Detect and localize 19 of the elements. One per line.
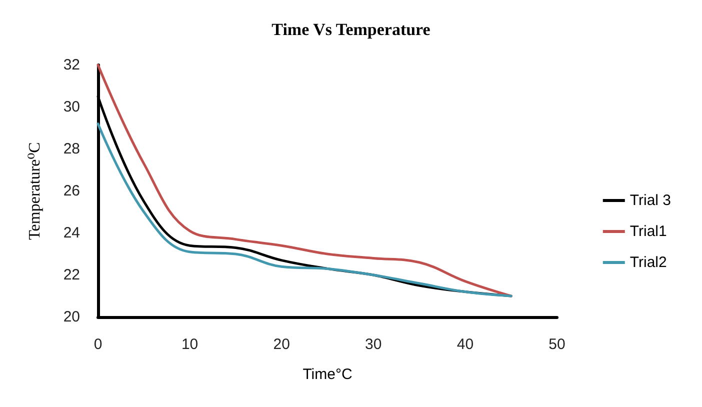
y-tick-label: 22 — [63, 266, 80, 284]
chart-title: Time Vs Temperature — [272, 20, 431, 39]
x-tick-label: 50 — [548, 336, 566, 353]
legend-label: Trial 3 — [630, 192, 672, 209]
legend-label: Trial1 — [630, 223, 667, 240]
y-tick-label: 28 — [63, 140, 80, 158]
y-tick-label: 20 — [63, 308, 80, 326]
y-axis-title: Temperature⁰C — [26, 142, 44, 240]
x-tick-label: 10 — [181, 336, 198, 353]
y-tick-label: 26 — [63, 182, 80, 200]
x-tick-label: 0 — [94, 336, 102, 353]
y-tick-label: 30 — [63, 98, 80, 116]
x-tick-label: 40 — [456, 336, 474, 353]
legend-label: Trial2 — [630, 254, 667, 271]
x-tick-label: 20 — [273, 336, 290, 353]
y-tick-label: 32 — [63, 56, 80, 74]
x-axis-title: Time°C — [302, 366, 352, 383]
x-tick-label: 30 — [365, 336, 382, 353]
y-tick-label: 24 — [63, 224, 80, 242]
